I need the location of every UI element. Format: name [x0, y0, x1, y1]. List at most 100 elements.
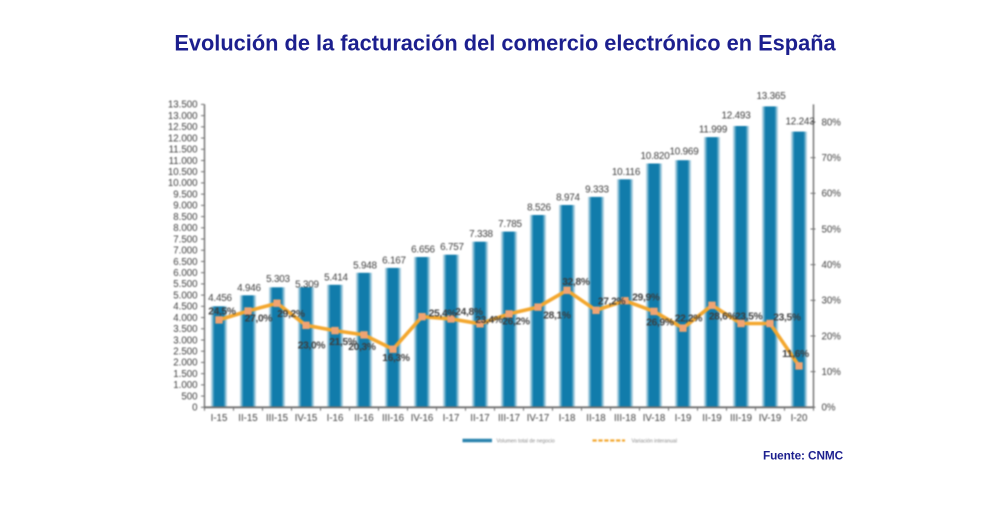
- svg-text:12.243: 12.243: [785, 117, 815, 128]
- svg-text:6.500: 6.500: [173, 257, 198, 268]
- svg-text:4.946: 4.946: [237, 283, 261, 294]
- svg-text:12.500: 12.500: [168, 122, 198, 133]
- svg-text:22,2%: 22,2%: [675, 314, 703, 325]
- svg-text:II-19: II-19: [702, 413, 721, 424]
- svg-text:32,8%: 32,8%: [562, 277, 590, 288]
- svg-text:27,0%: 27,0%: [245, 314, 273, 325]
- svg-text:60%: 60%: [822, 189, 842, 200]
- svg-text:8.000: 8.000: [173, 223, 198, 234]
- svg-text:23,5%: 23,5%: [735, 312, 763, 323]
- svg-text:23,0%: 23,0%: [298, 341, 326, 352]
- svg-text:80%: 80%: [822, 117, 842, 128]
- svg-text:28,6%: 28,6%: [709, 312, 737, 323]
- svg-text:4.000: 4.000: [173, 313, 198, 324]
- svg-text:10.000: 10.000: [168, 178, 198, 189]
- svg-text:26,9%: 26,9%: [646, 318, 674, 329]
- svg-text:0: 0: [192, 403, 198, 414]
- svg-text:III-16: III-16: [382, 413, 404, 424]
- svg-text:40%: 40%: [822, 260, 842, 271]
- svg-text:10.500: 10.500: [168, 167, 198, 178]
- svg-text:12.493: 12.493: [721, 110, 751, 121]
- svg-text:I-20: I-20: [791, 413, 808, 424]
- svg-text:23,4%: 23,4%: [475, 315, 503, 326]
- svg-text:5.948: 5.948: [353, 260, 377, 271]
- svg-text:IV-19: IV-19: [759, 413, 782, 424]
- svg-text:23,5%: 23,5%: [773, 313, 801, 324]
- svg-text:6.167: 6.167: [382, 255, 406, 266]
- svg-text:9.000: 9.000: [173, 201, 198, 212]
- svg-text:21,5%: 21,5%: [329, 337, 357, 348]
- svg-text:11.999: 11.999: [699, 125, 728, 136]
- svg-text:III-17: III-17: [498, 413, 520, 424]
- svg-text:5.309: 5.309: [295, 280, 319, 291]
- svg-text:10%: 10%: [822, 367, 842, 378]
- svg-text:7.500: 7.500: [173, 234, 198, 245]
- svg-text:13.000: 13.000: [168, 111, 198, 122]
- svg-text:8.974: 8.974: [556, 193, 580, 204]
- svg-text:5.500: 5.500: [173, 279, 198, 290]
- svg-text:9.333: 9.333: [585, 184, 609, 195]
- svg-text:I-17: I-17: [443, 413, 460, 424]
- svg-text:5.000: 5.000: [173, 290, 198, 301]
- svg-text:1.000: 1.000: [173, 380, 198, 391]
- svg-text:13.500: 13.500: [168, 100, 198, 111]
- svg-text:5.303: 5.303: [266, 274, 290, 285]
- svg-text:0%: 0%: [822, 403, 836, 414]
- svg-text:1.500: 1.500: [173, 369, 198, 380]
- svg-text:III-15: III-15: [266, 413, 288, 424]
- svg-text:5.414: 5.414: [324, 272, 348, 283]
- svg-text:3.500: 3.500: [173, 324, 198, 335]
- svg-text:25,4%: 25,4%: [429, 309, 457, 320]
- svg-text:Volumen total de negocio: Volumen total de negocio: [497, 438, 555, 444]
- svg-text:Variación interanual: Variación interanual: [632, 438, 677, 444]
- svg-text:4.456: 4.456: [208, 293, 232, 304]
- svg-text:11,6%: 11,6%: [782, 349, 809, 360]
- svg-text:7.338: 7.338: [469, 229, 493, 240]
- svg-text:29,9%: 29,9%: [632, 292, 660, 303]
- svg-text:II-15: II-15: [238, 413, 257, 424]
- svg-text:6.757: 6.757: [440, 242, 464, 253]
- svg-text:12.000: 12.000: [168, 133, 198, 144]
- svg-text:26,2%: 26,2%: [502, 317, 530, 328]
- svg-text:Evolución de la facturación de: Evolución de la facturación del comercio…: [174, 31, 836, 56]
- svg-text:13.365: 13.365: [756, 91, 786, 102]
- svg-text:500: 500: [181, 391, 198, 402]
- svg-text:4.500: 4.500: [173, 302, 198, 313]
- svg-text:I-18: I-18: [559, 413, 576, 424]
- svg-text:Fuente: CNMC: Fuente: CNMC: [763, 448, 844, 462]
- svg-text:II-16: II-16: [354, 413, 373, 424]
- svg-text:6.656: 6.656: [411, 245, 435, 256]
- svg-text:3.000: 3.000: [173, 335, 198, 346]
- svg-text:20%: 20%: [822, 331, 842, 342]
- svg-text:11.000: 11.000: [169, 156, 199, 167]
- svg-text:IV-18: IV-18: [643, 413, 666, 424]
- svg-text:70%: 70%: [822, 153, 842, 164]
- svg-text:30%: 30%: [822, 296, 842, 307]
- svg-text:II-17: II-17: [470, 413, 489, 424]
- svg-text:I-15: I-15: [211, 413, 228, 424]
- svg-text:24,8%: 24,8%: [455, 307, 483, 318]
- svg-text:16,3%: 16,3%: [382, 353, 410, 364]
- svg-text:8.526: 8.526: [527, 203, 551, 214]
- svg-text:I-19: I-19: [675, 413, 692, 424]
- svg-text:7.785: 7.785: [498, 219, 522, 230]
- svg-text:IV-16: IV-16: [411, 413, 434, 424]
- svg-text:IV-17: IV-17: [527, 413, 550, 424]
- svg-text:II-18: II-18: [586, 413, 605, 424]
- svg-text:III-19: III-19: [730, 413, 752, 424]
- svg-text:50%: 50%: [822, 224, 842, 235]
- svg-text:2.000: 2.000: [173, 358, 198, 369]
- svg-text:IV-15: IV-15: [295, 413, 318, 424]
- svg-text:28,1%: 28,1%: [543, 311, 571, 322]
- svg-text:29,2%: 29,2%: [277, 309, 305, 320]
- svg-text:9.500: 9.500: [173, 189, 198, 200]
- svg-text:10.116: 10.116: [612, 167, 641, 178]
- svg-text:I-16: I-16: [327, 413, 344, 424]
- svg-text:8.500: 8.500: [173, 212, 198, 223]
- svg-text:10.969: 10.969: [669, 146, 699, 157]
- svg-text:6.000: 6.000: [173, 268, 198, 279]
- svg-text:11.500: 11.500: [169, 145, 199, 156]
- svg-text:20,3%: 20,3%: [348, 342, 376, 353]
- svg-text:2.500: 2.500: [173, 347, 198, 358]
- svg-text:24,5%: 24,5%: [208, 307, 236, 318]
